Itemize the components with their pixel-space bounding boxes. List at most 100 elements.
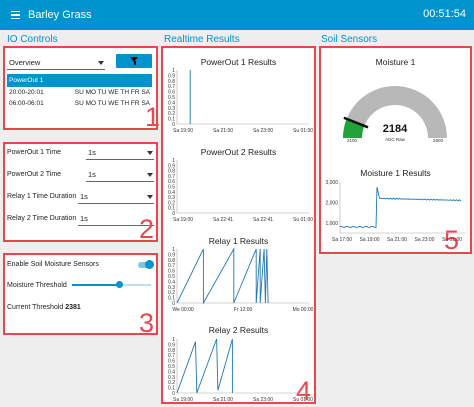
menu-icon[interactable]	[4, 0, 26, 30]
slider-thumb[interactable]	[115, 281, 123, 288]
y-tick-label: 0.5	[168, 274, 175, 280]
group-title-io: IO Controls	[7, 34, 58, 45]
y-tick-label: 0.7	[168, 174, 175, 180]
x-tick-label: Sa 19:00	[173, 217, 193, 223]
chevron-down-icon	[147, 151, 153, 155]
y-tick-label: 1	[172, 337, 175, 343]
y-tick-label: 0.2	[168, 290, 175, 296]
chevron-down-icon	[147, 173, 153, 177]
x-tick-label: Sa 21:00	[213, 128, 233, 134]
relay2-duration-label: Relay 2 Time Duration	[7, 215, 77, 222]
list-item[interactable]: 06:00-06:01 SU MO TU WE TH FR SA	[9, 100, 150, 107]
y-tick-label: 0.9	[168, 73, 175, 79]
moisture-threshold-label: Moisture Threshold	[7, 282, 67, 289]
top-bar: Barley Grass 00:51:54	[0, 0, 474, 30]
relay1-duration-select[interactable]: 1s	[78, 190, 154, 204]
y-tick-label: 0.5	[168, 95, 175, 101]
x-tick-label: Sa 22:41	[213, 217, 233, 223]
soil-panel	[319, 46, 472, 254]
x-tick-label: Sa 22:41	[253, 217, 273, 223]
y-tick-label: 3,000	[325, 180, 338, 186]
series-line	[176, 247, 269, 305]
toggle-knob[interactable]	[145, 260, 154, 269]
slider-fill	[72, 284, 120, 286]
y-tick-label: 0.1	[168, 386, 175, 392]
y-tick-label: 0.2	[168, 200, 175, 206]
current-threshold-value: 2381	[65, 304, 81, 311]
callout-2: 2	[139, 214, 155, 244]
chart-title-moisture1: Moisture 1 Results	[360, 168, 431, 178]
y-tick-label: 0.2	[168, 111, 175, 117]
moisture-panel	[3, 253, 158, 335]
y-tick-label: 0.4	[168, 100, 175, 106]
y-tick-label: 1	[172, 158, 175, 164]
chevron-down-icon	[98, 61, 104, 65]
y-tick-label: 0.3	[168, 375, 175, 381]
y-tick-label: 0.1	[168, 117, 175, 123]
clock: 00:51:54	[423, 8, 466, 20]
x-tick-label: Su 01:00	[293, 397, 313, 403]
y-tick-label: 0.1	[168, 296, 175, 302]
x-tick-label: Sa 21:00	[387, 237, 407, 243]
y-tick-label: 2,000	[325, 200, 338, 206]
y-tick-label: 0.7	[168, 84, 175, 90]
y-tick-label: 0.9	[168, 163, 175, 169]
chart-title-powerout2: PowerOut 2 Results	[200, 147, 277, 157]
relay1-duration-label: Relay 1 Time Duration	[7, 193, 77, 200]
chart-title-relay1: Relay 1 Results	[208, 236, 269, 246]
filter-icon	[130, 57, 138, 62]
list-item[interactable]: PowerOut 1	[7, 74, 152, 87]
series-line	[176, 338, 233, 394]
y-tick-label: 0.3	[168, 106, 175, 112]
chevron-down-icon	[147, 195, 153, 199]
x-tick-label: We 00:00	[172, 307, 194, 313]
chart-title-powerout1: PowerOut 1 Results	[200, 57, 277, 67]
x-tick-label: Sa 19:00	[359, 237, 379, 243]
x-tick-label: Sa 17:00	[332, 237, 352, 243]
y-tick-label: 0.4	[168, 190, 175, 196]
relay2-duration-select[interactable]: 1s	[78, 212, 154, 226]
gauge-title: Moisture 1	[375, 57, 416, 67]
x-tick-label: Su 01:00	[293, 128, 313, 134]
x-tick-label: Sa 23:00	[414, 237, 434, 243]
callout-1: 1	[145, 102, 161, 132]
y-tick-label: 0.4	[168, 279, 175, 285]
current-threshold: Current Threshold 2381	[7, 304, 81, 311]
y-tick-label: 0.6	[168, 269, 175, 275]
callout-3: 3	[139, 308, 155, 338]
y-tick-label: 0	[172, 122, 175, 128]
view-select[interactable]: Overview	[7, 56, 105, 70]
y-tick-label: 0.6	[168, 90, 175, 96]
y-tick-label: 0.9	[168, 342, 175, 348]
y-tick-label: 0	[172, 301, 175, 307]
y-tick-label: 0.2	[168, 380, 175, 386]
x-tick-label: Mo 00:00	[293, 307, 314, 313]
x-tick-label: Su 01:00	[293, 217, 313, 223]
powerout2-time-select[interactable]: 1s	[86, 168, 154, 182]
view-select-value: Overview	[9, 58, 41, 67]
gauge-max-label: 2800	[433, 138, 444, 143]
x-tick-label: Sa 23:00	[253, 128, 273, 134]
chart-title-relay2: Relay 2 Results	[208, 325, 269, 335]
gauge-units: ADC Raw	[385, 137, 406, 142]
y-tick-label: 0	[172, 211, 175, 217]
powerout2-time-label: PowerOut 2 Time	[7, 171, 62, 178]
y-tick-label: 0.4	[168, 369, 175, 375]
gauge-value: 2184	[383, 123, 408, 135]
list-item[interactable]: 20:00-20:01 SU MO TU WE TH FR SA	[9, 89, 150, 96]
group-title-soil: Soil Sensors	[321, 34, 378, 45]
gauge-track	[343, 86, 447, 138]
app-title: Barley Grass	[28, 9, 92, 21]
x-tick-label: Fr 12:00	[234, 307, 253, 313]
x-tick-label: Su 01:00	[442, 237, 462, 243]
x-tick-label: Sa 19:00	[173, 397, 193, 403]
gauge-fill	[343, 118, 365, 138]
gauge-min-label: 2100	[347, 138, 358, 143]
powerout1-time-select[interactable]: 1s	[86, 146, 154, 160]
y-tick-label: 0.8	[168, 348, 175, 354]
x-tick-label: Sa 23:00	[253, 397, 273, 403]
filter-button[interactable]	[116, 54, 152, 68]
enable-moisture-label: Enable Soil Moisture Sensors	[7, 261, 99, 268]
callout-4: 4	[296, 376, 312, 406]
